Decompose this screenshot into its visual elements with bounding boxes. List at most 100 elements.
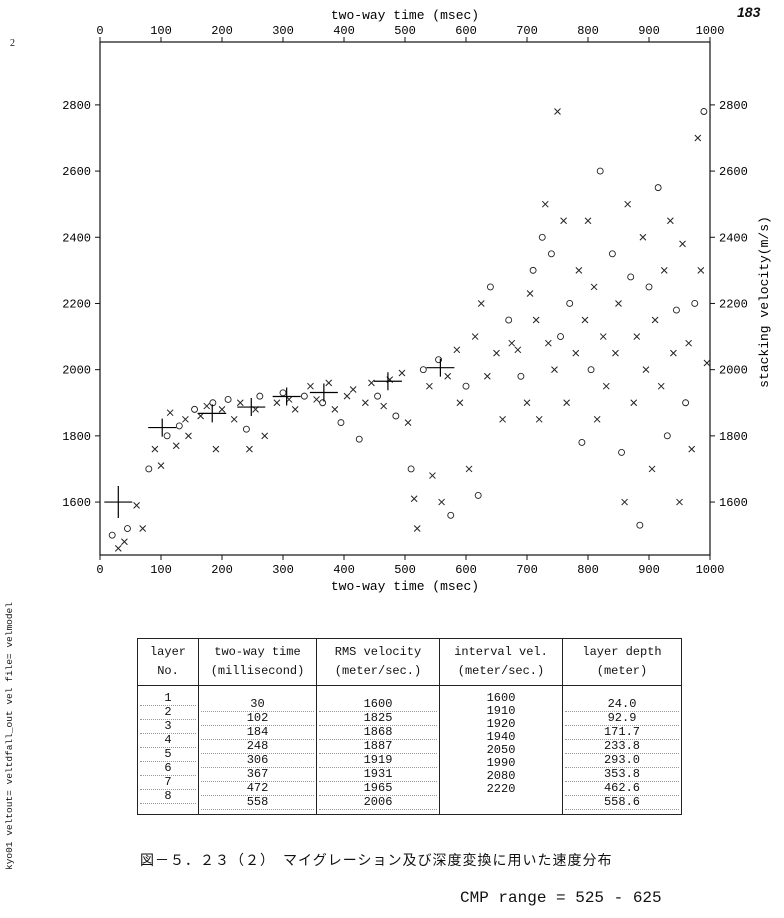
semblance-pick-cross <box>499 415 506 423</box>
semblance-pick-cross <box>612 349 619 357</box>
semblance-pick-cross <box>203 402 211 410</box>
semblance-pick-circle <box>435 356 442 364</box>
semblance-pick-circle <box>462 382 470 390</box>
semblance-pick-cross <box>157 462 165 469</box>
table-cell-interval: 1920 <box>486 717 516 731</box>
semblance-pick-cross <box>575 267 583 274</box>
semblance-pick-circle <box>654 184 662 192</box>
semblance-pick-circle <box>374 392 381 400</box>
semblance-pick-circle <box>279 389 287 397</box>
semblance-pick-cross <box>218 406 226 413</box>
table-cell-layer: 8 <box>140 790 196 804</box>
velocity-model-marker <box>148 418 177 437</box>
semblance-pick-circle <box>566 300 574 307</box>
semblance-pick-cross <box>471 333 479 340</box>
semblance-pick-cross <box>544 339 552 347</box>
semblance-pick-cross <box>114 545 122 552</box>
y-tick-label-left: 1800 <box>62 430 91 444</box>
semblance-pick-cross <box>151 445 159 453</box>
x-tick-label-top: 0 <box>96 24 103 38</box>
velocity-scatter-chart: 0 0 100 100 200 200 300 300 400 400 500 500 600 600 70… <box>62 8 772 594</box>
table-cell-time: 558 <box>201 796 314 810</box>
x-tick-label-bottom: 800 <box>577 563 599 577</box>
semblance-pick-circle <box>663 432 671 440</box>
semblance-pick-circle <box>578 439 586 446</box>
y-tick-label-left: 2400 <box>62 231 91 245</box>
semblance-pick-cross <box>563 399 571 407</box>
semblance-pick-cross <box>380 402 388 410</box>
table-cell-interval: 2080 <box>486 769 516 783</box>
velocity-model-marker <box>309 383 338 402</box>
semblance-pick-cross <box>514 346 522 354</box>
table-cell-time: 248 <box>201 740 314 754</box>
semblance-pick-circle <box>355 435 363 443</box>
semblance-pick-cross <box>404 419 412 426</box>
table-cell-time: 102 <box>201 712 314 726</box>
table-cell-interval: 2050 <box>486 743 516 757</box>
semblance-pick-cross <box>273 399 281 407</box>
y-tick-label-right: 2600 <box>719 165 748 179</box>
table-cell-depth: 462.6 <box>565 782 679 796</box>
x-tick-label-bottom: 0 <box>96 563 103 577</box>
table-cell-time: 30 <box>201 698 314 712</box>
table-cell-layer: 4 <box>140 734 196 748</box>
semblance-pick-circle <box>627 273 635 281</box>
x-tick-label-top: 1000 <box>696 24 725 38</box>
semblance-pick-cross <box>685 339 693 347</box>
side-label-text: kyo01 veltout= veltdfall_out vel file= v… <box>4 602 15 870</box>
semblance-pick-cross <box>139 525 147 532</box>
x-tick-label-bottom: 500 <box>394 563 416 577</box>
velocity-model-marker <box>198 404 227 423</box>
x-axis-label-bottom: two-way time (msec) <box>331 579 479 594</box>
semblance-pick-cross <box>581 316 589 324</box>
table-cell-layer: 3 <box>140 720 196 734</box>
table-cell-rms: 1965 <box>319 782 437 796</box>
semblance-pick-cross <box>602 382 610 390</box>
semblance-pick-cross <box>307 382 314 390</box>
semblance-pick-cross <box>615 300 622 307</box>
x-tick-label-bottom: 900 <box>638 563 660 577</box>
table-cell-rms: 1825 <box>319 712 437 726</box>
semblance-pick-cross <box>532 316 540 324</box>
semblance-pick-cross <box>670 349 677 357</box>
table-cell-interval: 2220 <box>486 782 516 796</box>
semblance-pick-circle <box>224 395 232 403</box>
semblance-pick-cross <box>535 415 543 423</box>
semblance-pick-circle <box>486 283 494 291</box>
semblance-pick-cross <box>493 349 500 357</box>
semblance-pick-cross <box>477 300 485 307</box>
table-cell-rms: 2006 <box>319 796 437 810</box>
semblance-pick-cross <box>508 339 516 347</box>
velocity-model-marker <box>104 486 133 519</box>
table-cell-depth: 24.0 <box>565 698 679 712</box>
semblance-pick-cross <box>331 406 339 413</box>
header-layer: layer No. <box>137 638 199 686</box>
semblance-pick-circle <box>673 306 680 314</box>
semblance-pick-cross <box>697 267 705 274</box>
semblance-pick-circle <box>474 491 482 499</box>
semblance-pick-circle <box>700 108 708 115</box>
y-tick-label-right: 1800 <box>719 430 748 444</box>
margin-mark: 2 <box>10 38 15 49</box>
x-tick-label-top: 600 <box>455 24 477 38</box>
column-depth: 24.0 92.9 171.7 233.8 293.0 353.8 462.6 558.6 <box>562 685 682 815</box>
semblance-pick-circle <box>191 405 199 413</box>
x-tick-label-bottom: 400 <box>333 563 355 577</box>
table-cell-layer: 7 <box>140 776 196 790</box>
semblance-pick-cross <box>185 432 192 440</box>
semblance-pick-cross <box>172 442 180 450</box>
semblance-pick-cross <box>657 382 665 390</box>
semblance-pick-circle <box>608 250 616 258</box>
semblance-pick-cross <box>688 445 696 453</box>
semblance-pick-cross <box>429 472 436 479</box>
semblance-pick-cross <box>197 412 205 420</box>
semblance-pick-circle <box>337 419 345 427</box>
semblance-pick-cross <box>523 399 531 407</box>
y-tick-label-right: 1600 <box>719 496 748 510</box>
semblance-pick-cross <box>660 267 668 274</box>
y-tick-label-right: 2800 <box>719 99 748 113</box>
semblance-pick-cross <box>426 382 433 390</box>
semblance-pick-circle <box>547 250 555 258</box>
x-tick-label-top: 700 <box>516 24 538 38</box>
table-cell-interval: 1600 <box>486 691 516 705</box>
